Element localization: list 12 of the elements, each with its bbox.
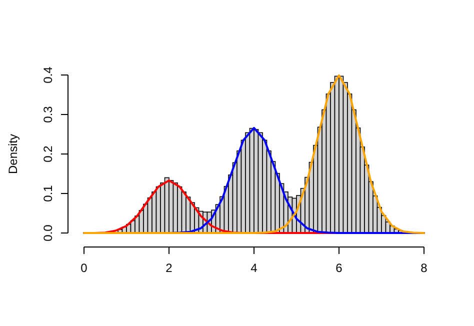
y-axis-title: Density [6, 134, 20, 174]
x-tick-label: 2 [166, 261, 173, 275]
line-series [83, 74, 425, 234]
y-tick-label: 0.2 [41, 145, 55, 162]
y-tick-label: 0.1 [41, 184, 55, 202]
x-tick-label: 4 [250, 261, 258, 275]
y-tick-label: 0.3 [41, 106, 55, 123]
x-tick-label: 0 [80, 261, 88, 275]
x-tick-label: 6 [336, 261, 343, 275]
x-tick-label: 8 [420, 261, 428, 275]
y-tick-label: 0.4 [41, 66, 55, 84]
y-tick-label: 0.0 [41, 224, 55, 242]
